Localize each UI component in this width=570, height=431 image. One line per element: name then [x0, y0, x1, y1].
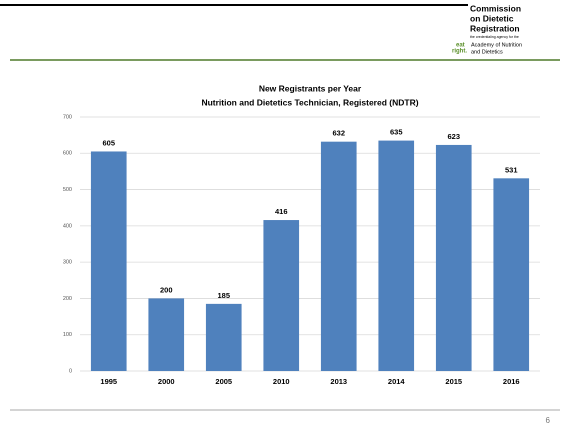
y-tick-label: 300: [63, 260, 72, 266]
chart-title: New Registrants per Year: [259, 83, 362, 93]
bar: [263, 220, 300, 371]
logo-academy: Academy of Nutrition: [471, 42, 522, 48]
data-label: 531: [505, 165, 518, 174]
x-tick-label: 2000: [158, 377, 175, 386]
y-tick-label: 100: [63, 332, 72, 338]
bar: [148, 298, 185, 371]
y-tick-label: 200: [63, 296, 72, 302]
logo-right: right.: [452, 49, 467, 55]
data-label: 416: [275, 207, 288, 216]
logo-line: on Dietetic: [470, 13, 514, 23]
logo-academy: and Dietetics: [471, 49, 503, 55]
logo-line: Registration: [470, 23, 520, 33]
chart-subtitle: Nutrition and Dietetics Technician, Regi…: [201, 97, 418, 107]
page-number: 6: [546, 416, 551, 425]
logo-line: Commission: [470, 3, 521, 13]
data-label: 632: [332, 129, 345, 138]
data-label: 635: [390, 128, 403, 137]
y-tick-label: 0: [69, 368, 72, 374]
bar: [320, 141, 357, 371]
x-tick-label: 2013: [330, 377, 347, 386]
x-tick-label: 2005: [215, 377, 232, 386]
x-tick-label: 2015: [445, 377, 462, 386]
y-tick-label: 400: [63, 223, 72, 229]
bar: [205, 303, 242, 371]
bar: [493, 178, 530, 371]
data-label: 185: [217, 291, 230, 300]
x-tick-label: 2016: [503, 377, 520, 386]
x-tick-label: 2014: [388, 377, 406, 386]
logo-tagline: the credentialing agency for the: [470, 35, 519, 39]
y-tick-label: 600: [63, 151, 72, 157]
x-tick-label: 2010: [273, 377, 290, 386]
bar: [378, 140, 415, 371]
logo-eat: eat: [456, 43, 465, 49]
data-label: 605: [102, 138, 115, 147]
y-tick-label: 500: [63, 187, 72, 193]
x-tick-label: 1995: [100, 377, 117, 386]
y-tick-label: 700: [63, 114, 72, 120]
data-label: 200: [160, 285, 173, 294]
bar: [435, 144, 472, 371]
data-label: 623: [447, 132, 460, 141]
bar: [90, 151, 127, 371]
